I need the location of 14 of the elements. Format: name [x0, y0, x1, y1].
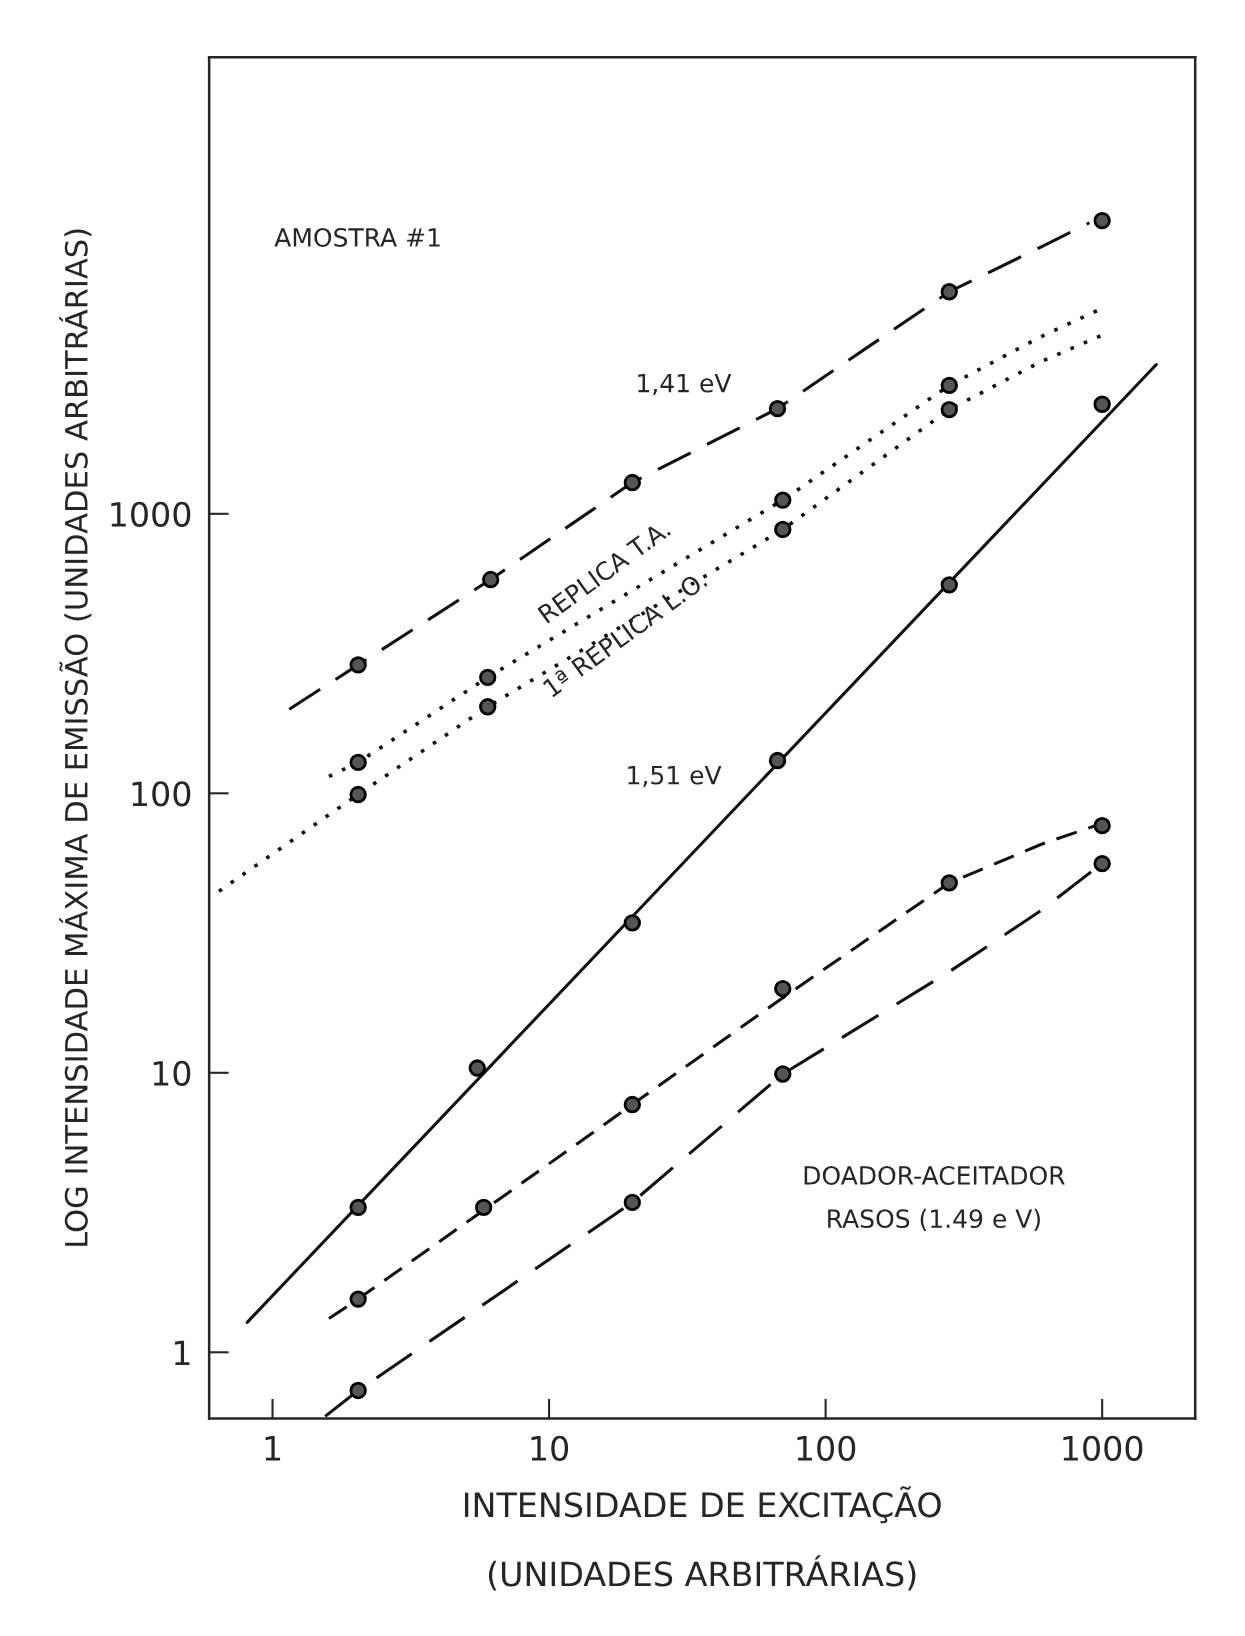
x-tick-label: 100 — [797, 1435, 856, 1461]
annotation: 1,51 eV — [628, 765, 722, 788]
annotation: 1,41 eV — [638, 373, 732, 396]
y-tick-label: 1000 — [111, 501, 191, 527]
annotation: AMOSTRA #1 — [274, 228, 440, 247]
y-tick-label: 1 — [174, 1340, 190, 1365]
x-tick-label: 1000 — [1063, 1435, 1143, 1461]
y-axis-title: LOG INTENSIDADE MÁXIMA DE EMISSÃO (UNIDADES ARBITRÁRIAS) — [59, 229, 92, 1246]
y-tick-label: 10 — [153, 1060, 191, 1086]
x-tick-label: 10 — [531, 1435, 569, 1461]
y-tick-label: 100 — [132, 781, 191, 807]
x-axis-title: INTENSIDADE DE EXCITAÇÃO (UNIDADES ARBITRÁRIAS) — [464, 1486, 941, 1591]
annotation: DOADOR-ACEITADOR RASOS (1.49 e V) — [804, 1166, 1065, 1232]
x-tick-label: 1 — [265, 1436, 281, 1461]
